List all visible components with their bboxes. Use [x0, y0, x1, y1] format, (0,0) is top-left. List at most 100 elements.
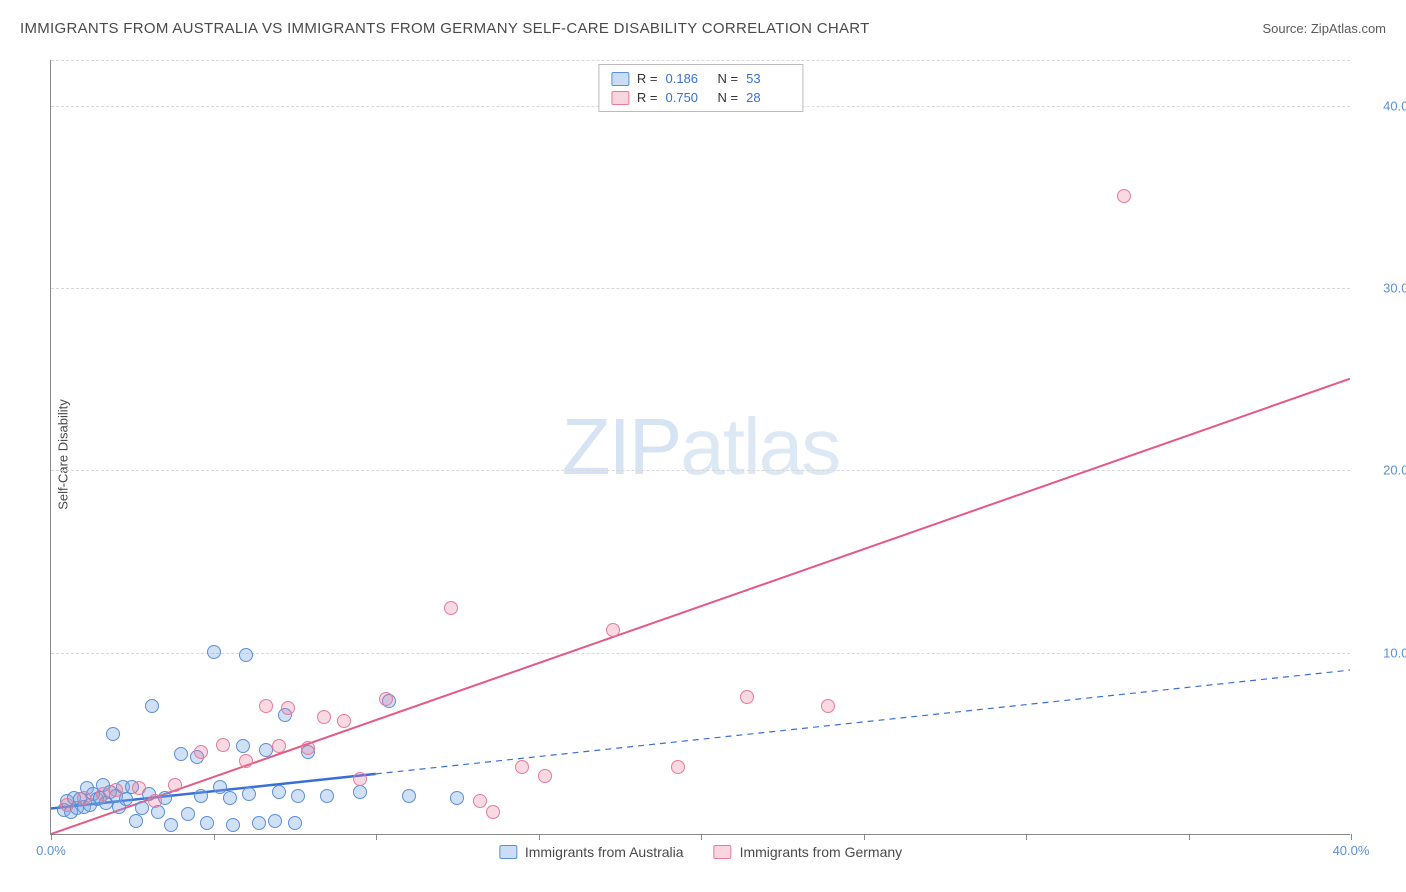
data-point	[268, 814, 282, 828]
correlation-legend: R = 0.186 N = 53 R = 0.750 N = 28	[598, 64, 803, 112]
data-point	[515, 760, 529, 774]
data-point	[337, 714, 351, 728]
y-tick-label: 10.0%	[1360, 645, 1406, 660]
data-point	[194, 789, 208, 803]
data-point	[379, 692, 393, 706]
data-point	[252, 816, 266, 830]
gridline-h	[51, 470, 1350, 471]
r-value-b: 0.750	[666, 90, 710, 105]
y-axis-label: Self-Care Disability	[56, 399, 71, 510]
watermark-bold: ZIP	[562, 402, 680, 491]
data-point	[164, 818, 178, 832]
x-tick	[864, 834, 865, 840]
data-point	[821, 699, 835, 713]
r-value-a: 0.186	[666, 71, 710, 86]
x-tick	[214, 834, 215, 840]
data-point	[106, 727, 120, 741]
n-label: N =	[718, 90, 739, 105]
swatch-series-b-icon	[714, 845, 732, 859]
data-point	[242, 787, 256, 801]
source-attribution: Source: ZipAtlas.com	[1262, 21, 1386, 36]
data-point	[291, 789, 305, 803]
legend-item-a: Immigrants from Australia	[499, 844, 684, 860]
x-tick	[1351, 834, 1352, 840]
data-point	[301, 741, 315, 755]
y-tick-label: 30.0%	[1360, 280, 1406, 295]
gridline-h-top	[51, 60, 1350, 61]
data-point	[239, 648, 253, 662]
x-tick-label: 0.0%	[36, 843, 66, 858]
data-point	[353, 785, 367, 799]
series-b-name: Immigrants from Germany	[740, 844, 903, 860]
data-point	[1117, 189, 1131, 203]
data-point	[226, 818, 240, 832]
legend-row-series-b: R = 0.750 N = 28	[611, 88, 790, 107]
y-tick-label: 40.0%	[1360, 98, 1406, 113]
legend-item-b: Immigrants from Germany	[714, 844, 903, 860]
data-point	[740, 690, 754, 704]
n-value-b: 28	[746, 90, 790, 105]
data-point	[174, 747, 188, 761]
data-point	[259, 699, 273, 713]
data-point	[77, 791, 91, 805]
data-point	[281, 701, 295, 715]
y-tick-label: 20.0%	[1360, 463, 1406, 478]
series-legend: Immigrants from Australia Immigrants fro…	[499, 844, 902, 860]
data-point	[60, 798, 74, 812]
chart-header: IMMIGRANTS FROM AUSTRALIA VS IMMIGRANTS …	[20, 20, 1386, 37]
data-point	[606, 623, 620, 637]
data-point	[135, 801, 149, 815]
data-point	[272, 739, 286, 753]
data-point	[272, 785, 286, 799]
data-point	[320, 789, 334, 803]
trend-line-dashed	[376, 670, 1350, 774]
data-point	[129, 814, 143, 828]
x-tick	[1189, 834, 1190, 840]
data-point	[96, 787, 110, 801]
legend-row-series-a: R = 0.186 N = 53	[611, 69, 790, 88]
watermark: ZIPatlas	[562, 401, 839, 493]
data-point	[216, 738, 230, 752]
plot-area: Self-Care Disability ZIPatlas 10.0%20.0%…	[50, 60, 1350, 835]
data-point	[402, 789, 416, 803]
data-point	[194, 745, 208, 759]
n-value-a: 53	[746, 71, 790, 86]
x-tick	[1026, 834, 1027, 840]
x-tick	[701, 834, 702, 840]
data-point	[486, 805, 500, 819]
x-tick	[376, 834, 377, 840]
data-point	[239, 754, 253, 768]
r-label: R =	[637, 71, 658, 86]
chart-title: IMMIGRANTS FROM AUSTRALIA VS IMMIGRANTS …	[20, 20, 870, 37]
data-point	[288, 816, 302, 830]
swatch-series-a	[611, 72, 629, 86]
x-tick	[51, 834, 52, 840]
series-a-name: Immigrants from Australia	[525, 844, 684, 860]
data-point	[538, 769, 552, 783]
data-point	[317, 710, 331, 724]
trend-lines	[51, 60, 1350, 834]
data-point	[200, 816, 214, 830]
data-point	[444, 601, 458, 615]
data-point	[450, 791, 464, 805]
x-tick	[539, 834, 540, 840]
n-label: N =	[718, 71, 739, 86]
data-point	[353, 772, 367, 786]
gridline-h	[51, 288, 1350, 289]
watermark-thin: atlas	[680, 402, 839, 491]
data-point	[132, 781, 146, 795]
data-point	[473, 794, 487, 808]
data-point	[109, 783, 123, 797]
data-point	[223, 791, 237, 805]
x-tick-label: 40.0%	[1333, 843, 1370, 858]
r-label: R =	[637, 90, 658, 105]
data-point	[236, 739, 250, 753]
data-point	[168, 778, 182, 792]
data-point	[671, 760, 685, 774]
data-point	[181, 807, 195, 821]
data-point	[148, 794, 162, 808]
swatch-series-b	[611, 91, 629, 105]
swatch-series-a-icon	[499, 845, 517, 859]
data-point	[145, 699, 159, 713]
data-point	[259, 743, 273, 757]
